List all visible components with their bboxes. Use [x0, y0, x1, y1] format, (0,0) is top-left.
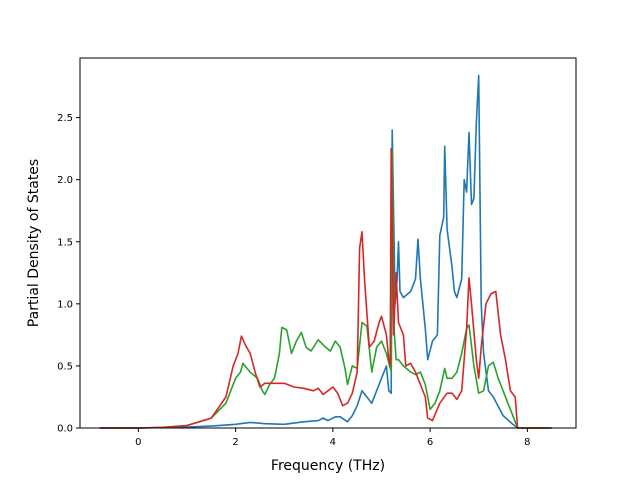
y-tick-label: 0.5: [57, 361, 73, 372]
plot-frame: [79, 57, 577, 429]
y-tick-label: 2.0: [57, 175, 73, 186]
series-line-1: [99, 74, 552, 429]
series-line-3: [99, 147, 552, 429]
y-tick-label: 2.5: [57, 113, 73, 124]
y-tick-label: 0.0: [57, 424, 73, 435]
x-tick-label: 8: [524, 437, 530, 448]
series-lines: [99, 74, 552, 429]
x-axis-label: Frequency (THz): [271, 458, 385, 474]
y-axis-label: Partial Density of States: [26, 159, 42, 327]
y-tick-label: 1.0: [57, 299, 73, 310]
y-axis-ticks: 0.0 0.5 1.0 1.5 2.0 2.5: [57, 113, 80, 435]
x-tick-label: 4: [330, 437, 336, 448]
series-line-2: [99, 150, 552, 429]
x-tick-label: 2: [232, 437, 238, 448]
y-tick-label: 1.5: [57, 237, 73, 248]
x-tick-label: 0: [135, 437, 141, 448]
x-tick-label: 6: [427, 437, 433, 448]
x-axis-ticks: 0 2 4 6 8: [135, 428, 531, 448]
